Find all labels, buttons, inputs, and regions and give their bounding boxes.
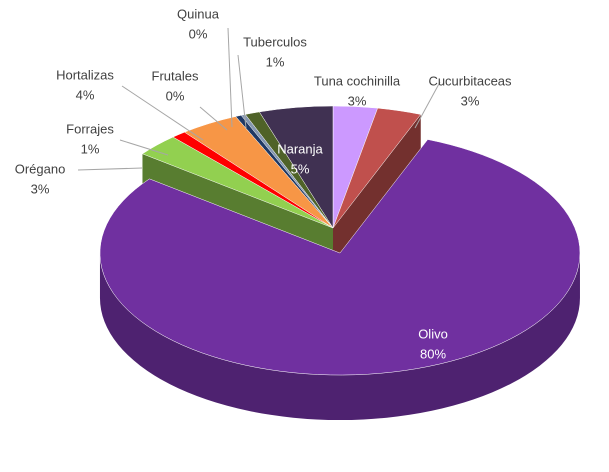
data-label-value: 0% bbox=[166, 88, 185, 103]
data-label-name: Tuna cochinilla bbox=[314, 73, 401, 88]
leader-line bbox=[227, 27, 233, 128]
data-label-value: 1% bbox=[81, 141, 100, 156]
data-label-value: 5% bbox=[291, 161, 310, 176]
data-label-name: Naranja bbox=[277, 141, 323, 156]
slice bbox=[99, 139, 581, 376]
data-label-name: Frutales bbox=[152, 68, 199, 83]
leader-line bbox=[237, 54, 247, 129]
leader-line bbox=[414, 81, 441, 129]
data-label-value: 3% bbox=[461, 93, 480, 108]
data-label-name: Quinua bbox=[177, 6, 220, 21]
data-label-name: Olivo bbox=[418, 326, 448, 341]
data-label-name: Tuberculos bbox=[243, 34, 307, 49]
data-label-value: 4% bbox=[76, 87, 95, 102]
leader-line bbox=[121, 85, 204, 141]
slice-side bbox=[99, 253, 580, 421]
data-label-value: 3% bbox=[348, 93, 367, 108]
leader-line bbox=[77, 167, 143, 171]
leader-line bbox=[119, 139, 169, 156]
leader-line bbox=[199, 106, 228, 131]
data-label-name: Orégano bbox=[15, 161, 66, 176]
data-label-value: 3% bbox=[31, 181, 50, 196]
slice bbox=[332, 107, 422, 229]
data-label-name: Cucurbitaceas bbox=[428, 73, 512, 88]
slice bbox=[141, 136, 334, 229]
data-label-name: Forrajes bbox=[66, 121, 114, 136]
data-label-name: Hortalizas bbox=[56, 67, 114, 82]
data-label-value: 0% bbox=[189, 26, 208, 41]
data-label-value: 80% bbox=[420, 346, 446, 361]
data-label-value: 1% bbox=[266, 54, 285, 69]
